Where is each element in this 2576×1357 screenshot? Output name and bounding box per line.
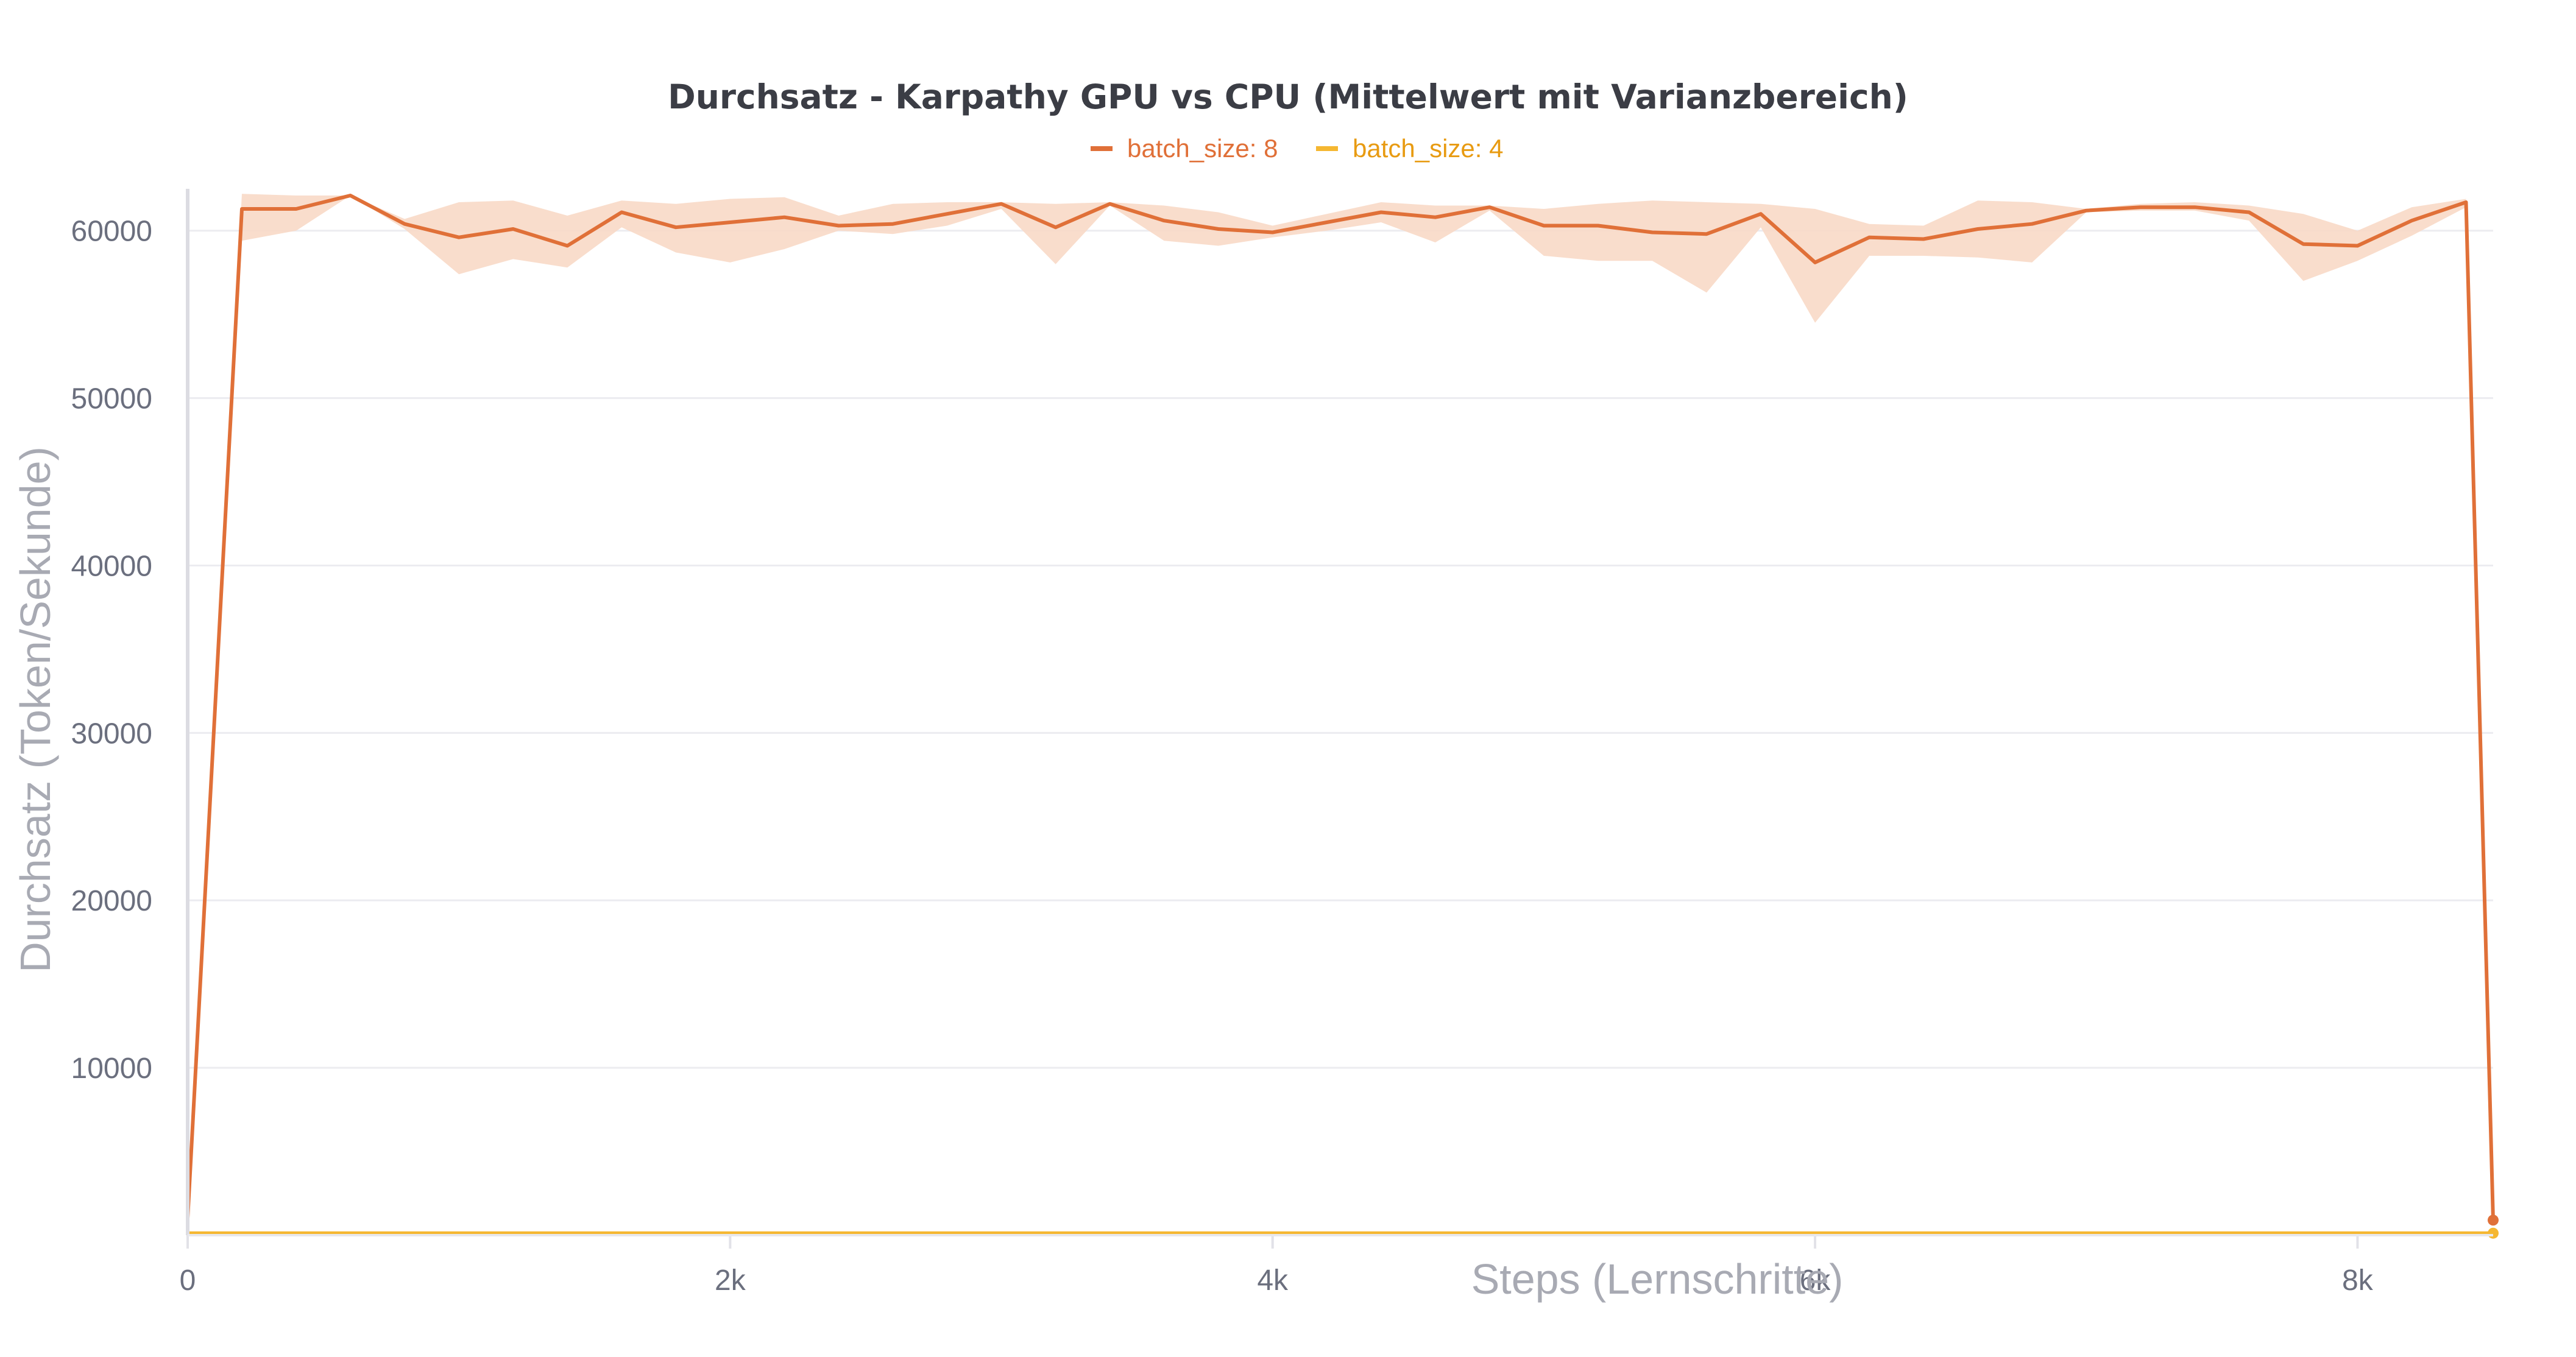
x-tick-label-4k: 4k bbox=[1257, 1264, 1289, 1297]
x-tick-label-8k: 8k bbox=[2342, 1264, 2374, 1297]
legend: batch_size: 8 batch_size: 4 bbox=[1091, 134, 1504, 163]
y-tick-label-30000: 30000 bbox=[71, 717, 152, 750]
variance-bands bbox=[188, 194, 2493, 1235]
y-tick-label-10000: 10000 bbox=[71, 1052, 152, 1085]
x-tick-label-0: 0 bbox=[180, 1264, 196, 1297]
y-tick-label-50000: 50000 bbox=[71, 383, 152, 415]
x-tick-labels: 0 2k 4k 6k 8k bbox=[180, 1264, 2374, 1297]
series-line-batch-size-8[interactable] bbox=[186, 194, 2495, 1221]
chart-title: Durchsatz - Karpathy GPU vs CPU (Mittelw… bbox=[668, 77, 1908, 116]
grid-lines bbox=[186, 230, 2493, 1249]
x-tick-label-6k: 6k bbox=[1800, 1264, 1831, 1297]
axes bbox=[186, 189, 2493, 1236]
y-axis-label: Durchsatz (Token/Sekunde) bbox=[12, 446, 59, 973]
legend-item-batch-size-4[interactable]: batch_size: 4 bbox=[1316, 134, 1504, 163]
legend-item-batch-size-8[interactable]: batch_size: 8 bbox=[1091, 134, 1278, 163]
x-axis-label: Steps (Lernschritte) bbox=[1471, 1255, 1844, 1303]
end-marker-batch-size-4[interactable] bbox=[2488, 1227, 2499, 1239]
y-tick-label-40000: 40000 bbox=[71, 550, 152, 582]
variance-band-batch-size-8 bbox=[188, 194, 2493, 1221]
end-marker-batch-size-8[interactable] bbox=[2488, 1214, 2499, 1226]
legend-label-batch-size-8: batch_size: 8 bbox=[1127, 134, 1278, 163]
y-tick-labels: 10000 20000 30000 40000 50000 60000 bbox=[71, 216, 152, 1085]
series-lines bbox=[186, 194, 2495, 1235]
x-tick-label-2k: 2k bbox=[715, 1264, 746, 1297]
legend-label-batch-size-4: batch_size: 4 bbox=[1353, 134, 1504, 163]
y-tick-label-20000: 20000 bbox=[71, 885, 152, 917]
y-tick-label-60000: 60000 bbox=[71, 216, 152, 248]
